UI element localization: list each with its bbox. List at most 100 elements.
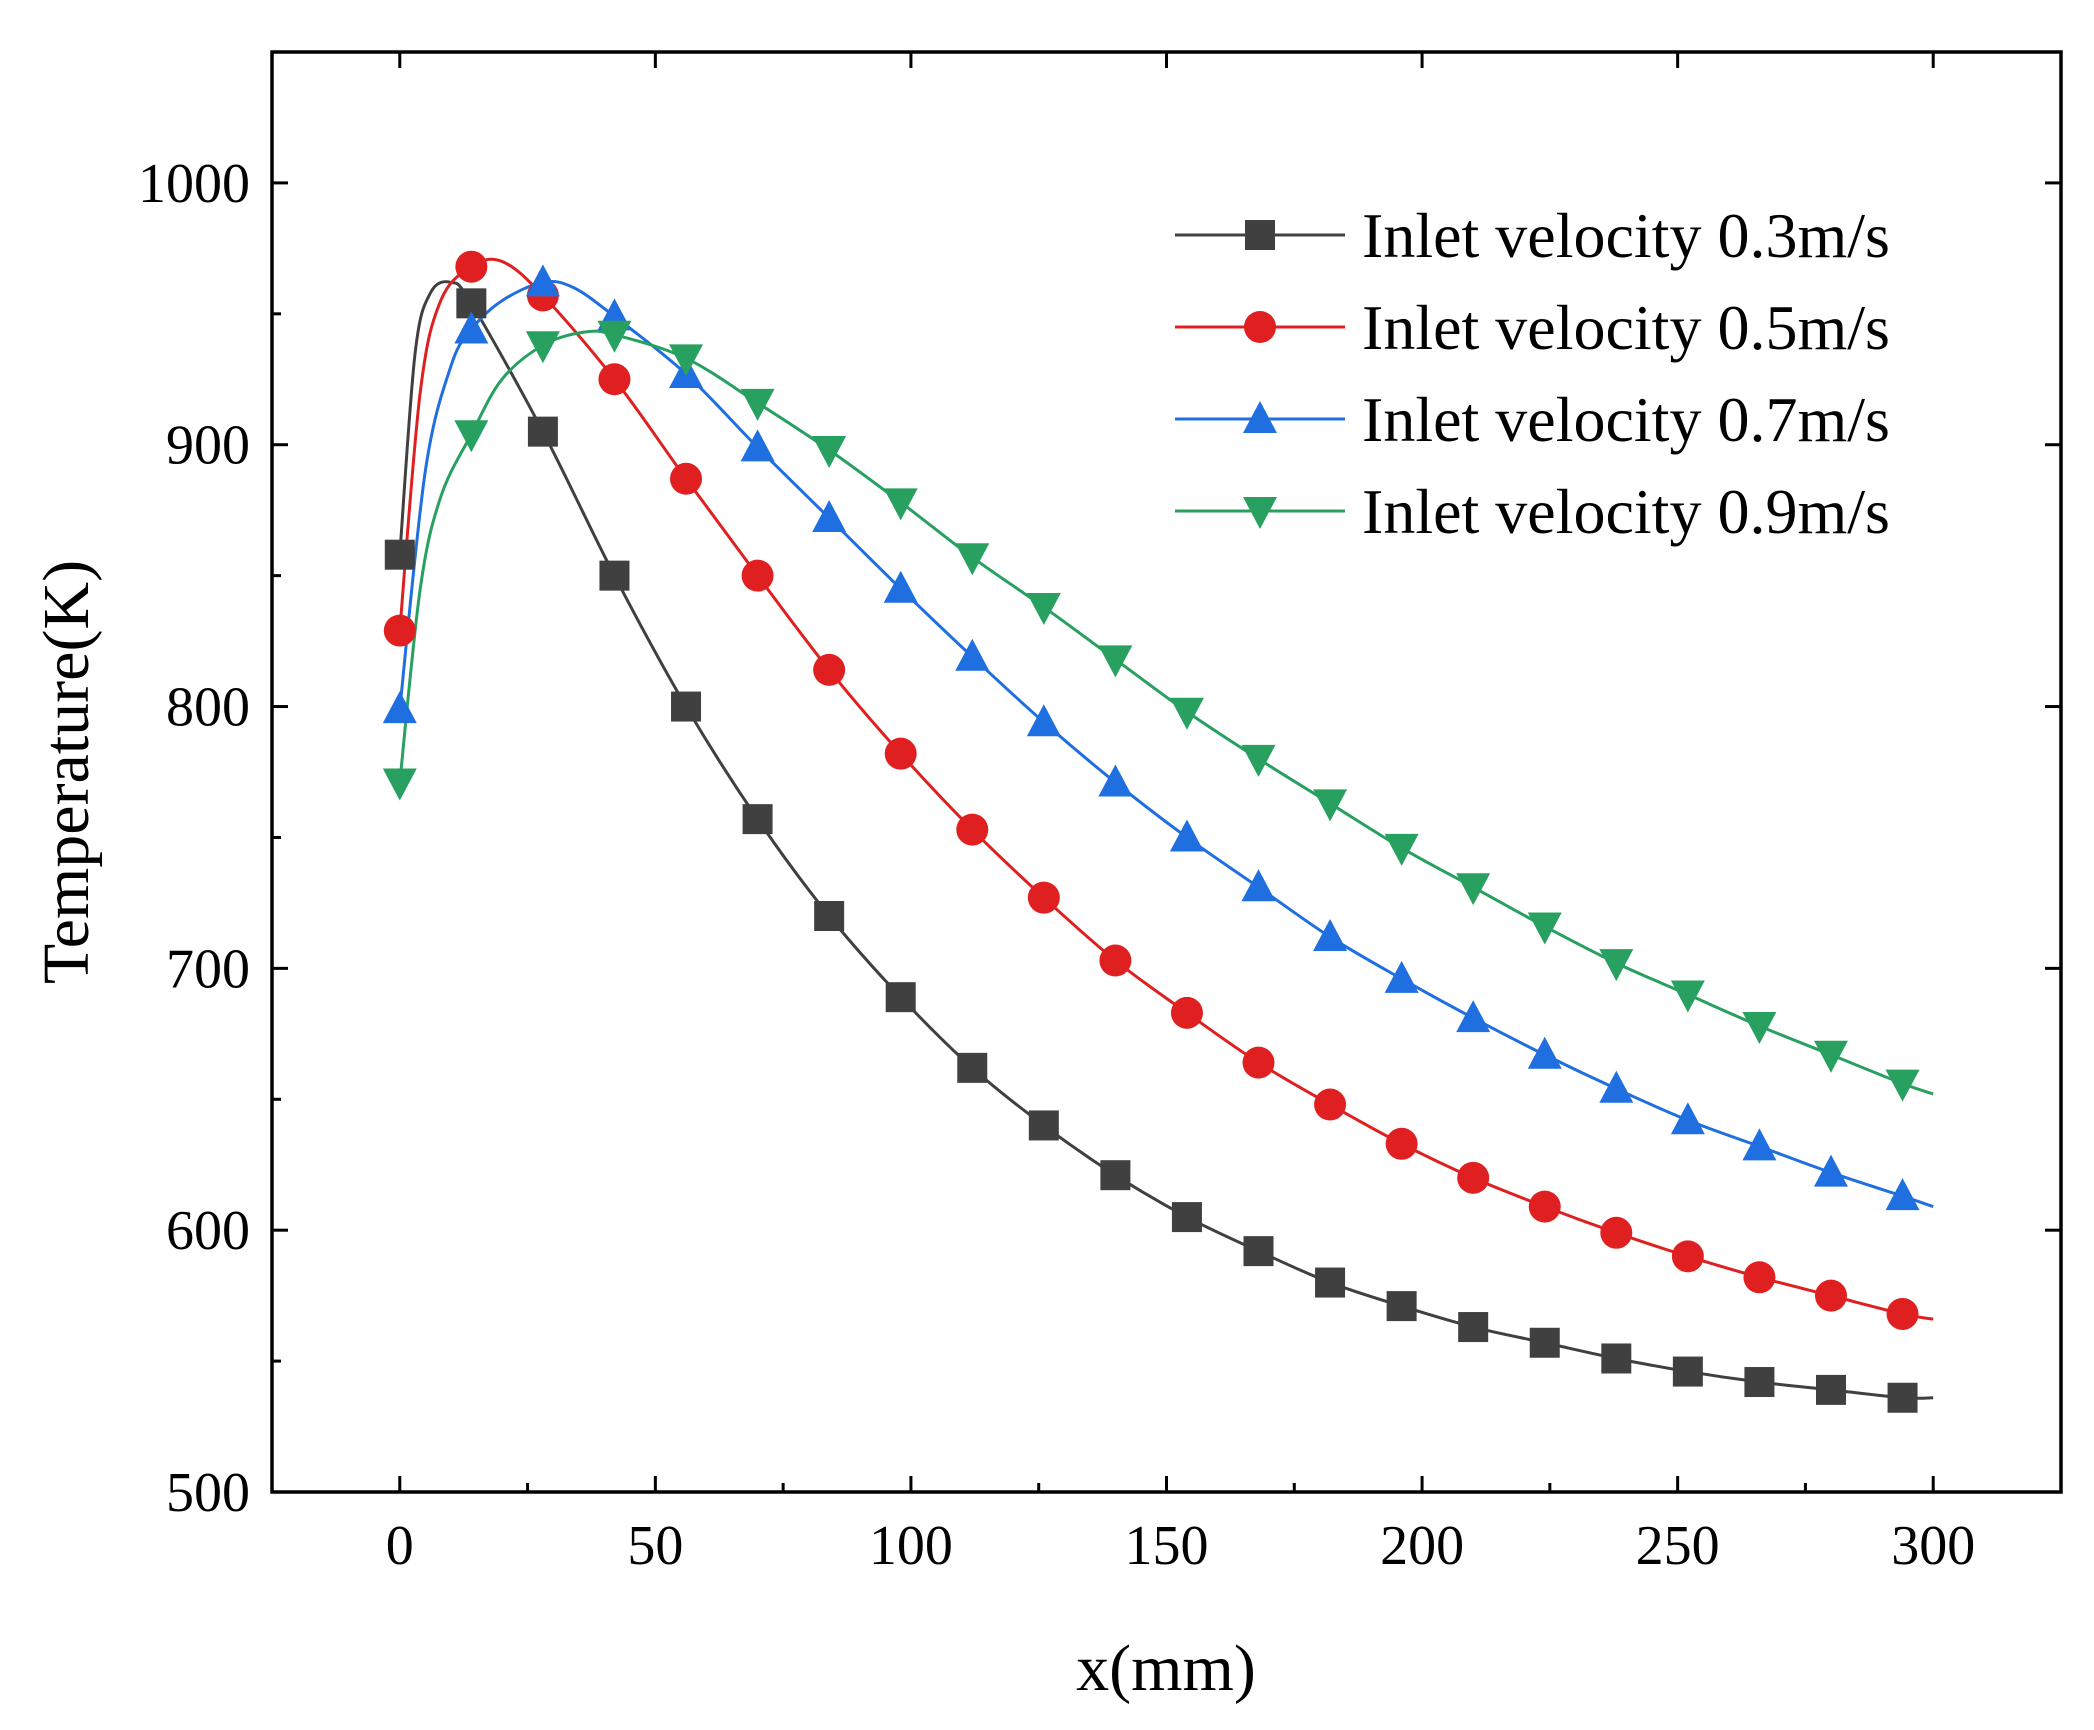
legend-marker bbox=[1243, 497, 1277, 529]
data-point bbox=[955, 543, 990, 576]
data-point bbox=[1599, 949, 1634, 982]
data-point bbox=[599, 560, 630, 591]
data-point bbox=[1170, 996, 1203, 1029]
y-tick-label: 1000 bbox=[138, 153, 250, 215]
data-point bbox=[1813, 1040, 1848, 1073]
data-point bbox=[597, 320, 632, 353]
data-point bbox=[1241, 744, 1276, 777]
legend-marker bbox=[1243, 401, 1277, 433]
data-point bbox=[1599, 1070, 1634, 1103]
y-tick-label: 600 bbox=[166, 1200, 250, 1262]
tick-labels: 0 50 100 150 200 250 300 500 600 700 800 900 1000 bbox=[138, 153, 1975, 1577]
data-point bbox=[1385, 1127, 1418, 1160]
data-point bbox=[814, 901, 845, 931]
x-tick-label: 50 bbox=[627, 1515, 683, 1577]
legend-item: Inlet velocity 0.3m/s bbox=[1175, 200, 1890, 271]
data-point bbox=[1529, 1327, 1560, 1358]
data-point bbox=[670, 462, 703, 495]
x-axis-label: x(mm) bbox=[1076, 1632, 1256, 1705]
data-point bbox=[1670, 1102, 1705, 1135]
data-point bbox=[740, 388, 775, 421]
data-point bbox=[1243, 1236, 1274, 1267]
data-point bbox=[1814, 1279, 1847, 1312]
x-tick-label: 300 bbox=[1891, 1515, 1975, 1577]
data-point bbox=[1456, 873, 1491, 906]
data-point bbox=[883, 570, 918, 603]
x-tick-label: 0 bbox=[386, 1515, 414, 1577]
data-point bbox=[1386, 1291, 1417, 1322]
data-point bbox=[1241, 869, 1276, 902]
y-tick-label: 800 bbox=[166, 677, 250, 739]
data-point bbox=[1671, 1240, 1704, 1273]
data-point bbox=[1313, 789, 1348, 822]
data-point bbox=[527, 416, 558, 447]
data-point bbox=[1600, 1216, 1633, 1249]
data-point bbox=[1026, 704, 1061, 737]
data-point bbox=[1171, 1202, 1202, 1233]
data-point bbox=[1672, 1356, 1703, 1387]
data-point bbox=[1458, 1312, 1489, 1343]
data-point bbox=[1527, 912, 1562, 945]
data-point bbox=[1887, 1382, 1918, 1413]
data-point bbox=[1528, 1190, 1561, 1223]
legend-marker bbox=[1245, 220, 1275, 250]
legend-item: Inlet velocity 0.5m/s bbox=[1175, 292, 1890, 363]
data-point bbox=[1028, 1110, 1059, 1141]
data-point bbox=[883, 488, 918, 521]
data-point bbox=[525, 331, 560, 364]
x-tick-label: 250 bbox=[1636, 1515, 1720, 1577]
data-point bbox=[812, 500, 847, 533]
data-point bbox=[1026, 593, 1061, 626]
data-point bbox=[742, 804, 773, 835]
data-point bbox=[957, 1052, 988, 1083]
y-tick-label: 900 bbox=[166, 415, 250, 477]
data-point bbox=[384, 539, 415, 570]
data-point bbox=[740, 429, 775, 462]
data-point bbox=[956, 813, 989, 846]
data-point bbox=[1242, 1046, 1275, 1079]
y-tick-label: 500 bbox=[166, 1462, 250, 1524]
data-point bbox=[884, 737, 917, 770]
data-point bbox=[1099, 944, 1132, 977]
data-point bbox=[382, 691, 417, 724]
x-tick-label: 200 bbox=[1380, 1515, 1464, 1577]
data-point bbox=[1169, 697, 1204, 730]
data-point bbox=[1384, 833, 1419, 866]
data-point bbox=[1885, 1178, 1920, 1211]
data-point bbox=[1886, 1297, 1919, 1330]
legend-marker bbox=[1244, 311, 1276, 343]
data-point bbox=[1100, 1160, 1131, 1191]
data-point bbox=[1743, 1261, 1776, 1294]
data-point bbox=[1813, 1154, 1848, 1187]
data-point bbox=[1169, 819, 1204, 852]
data-point bbox=[1885, 1069, 1920, 1102]
x-tick-label: 150 bbox=[1125, 1515, 1209, 1577]
series-markers bbox=[382, 250, 1920, 1413]
legend-label: Inlet velocity 0.5m/s bbox=[1362, 292, 1890, 363]
data-point bbox=[1314, 1088, 1347, 1121]
x-tick-label: 100 bbox=[869, 1515, 953, 1577]
data-point bbox=[1457, 1161, 1490, 1194]
data-point bbox=[1098, 645, 1133, 678]
data-point bbox=[1027, 881, 1060, 914]
y-tick-label: 700 bbox=[166, 938, 250, 1000]
legend-label: Inlet velocity 0.9m/s bbox=[1362, 476, 1890, 547]
data-point bbox=[525, 264, 560, 297]
data-point bbox=[671, 691, 702, 722]
data-point bbox=[1456, 1000, 1491, 1033]
data-point bbox=[1315, 1267, 1346, 1298]
data-point bbox=[1313, 918, 1348, 951]
data-point bbox=[1384, 960, 1419, 993]
data-point bbox=[1742, 1011, 1777, 1044]
data-point bbox=[1744, 1367, 1775, 1398]
legend-label: Inlet velocity 0.7m/s bbox=[1362, 384, 1890, 455]
data-point bbox=[1670, 980, 1705, 1013]
data-point bbox=[812, 435, 847, 468]
data-point bbox=[454, 420, 489, 453]
data-point bbox=[382, 768, 417, 801]
data-point bbox=[955, 638, 990, 671]
data-point bbox=[383, 614, 416, 647]
legend-item: Inlet velocity 0.7m/s bbox=[1175, 384, 1890, 455]
